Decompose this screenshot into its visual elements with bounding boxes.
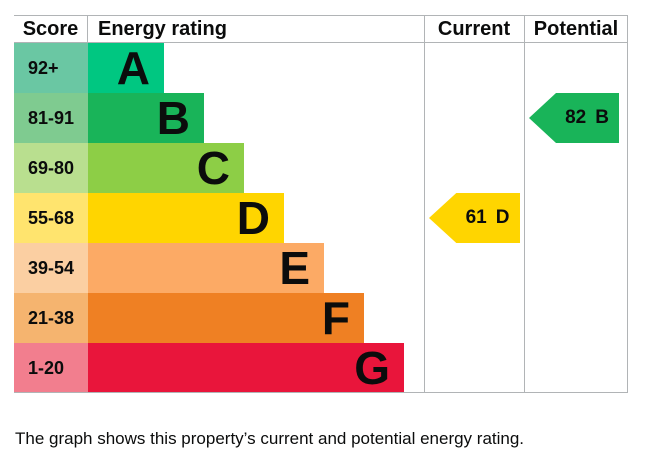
header-score: Score	[14, 16, 88, 42]
header-current: Current	[437, 18, 511, 40]
column-divider-potential	[524, 15, 525, 393]
epc-band-rows: 92+ A 81-91 B 69-80 C 55-68 D 39-54 E 21-38 F 1-20 G	[14, 42, 404, 394]
epc-band-row-g: 1-20 G	[14, 342, 404, 394]
header-potential: Potential	[533, 18, 619, 40]
band-bar-g: G	[88, 342, 404, 394]
band-bar-a: A	[88, 42, 164, 94]
band-score-range: 1-20	[14, 343, 88, 393]
header-energy-rating: Energy rating	[98, 18, 227, 40]
band-bar-f: F	[88, 292, 364, 344]
potential-rating-band: B	[595, 107, 609, 128]
band-score-range: 21-38	[14, 293, 88, 343]
current-rating-value: 61	[465, 207, 487, 228]
band-score-range: 81-91	[14, 93, 88, 143]
epc-band-row-e: 39-54 E	[14, 242, 404, 294]
epc-band-row-f: 21-38 F	[14, 292, 404, 344]
band-score-range: 39-54	[14, 243, 88, 293]
current-rating-band: D	[495, 207, 510, 228]
chart-caption: The graph shows this property’s current …	[15, 429, 525, 448]
band-bar-b: B	[88, 92, 204, 144]
band-score-range: 55-68	[14, 193, 88, 243]
table-right-border	[627, 15, 628, 393]
potential-rating-value: 82	[565, 107, 587, 128]
band-bar-e: E	[88, 242, 324, 294]
epc-band-row-a: 92+ A	[14, 42, 404, 94]
band-bar-c: C	[88, 142, 244, 194]
table-bottom-border	[14, 392, 628, 393]
band-score-range: 92+	[14, 43, 88, 93]
band-bar-d: D	[88, 192, 284, 244]
epc-table: Score Energy rating Current Potential 92…	[14, 15, 628, 394]
potential-rating-arrow: 82 B	[529, 93, 619, 143]
current-rating-arrow: 61 D	[429, 193, 520, 243]
epc-table-header: Score Energy rating Current Potential	[14, 15, 628, 43]
column-divider-current	[424, 15, 425, 393]
band-score-range: 69-80	[14, 143, 88, 193]
epc-band-row-c: 69-80 C	[14, 142, 404, 194]
epc-band-row-d: 55-68 D	[14, 192, 404, 244]
epc-band-row-b: 81-91 B	[14, 92, 404, 144]
